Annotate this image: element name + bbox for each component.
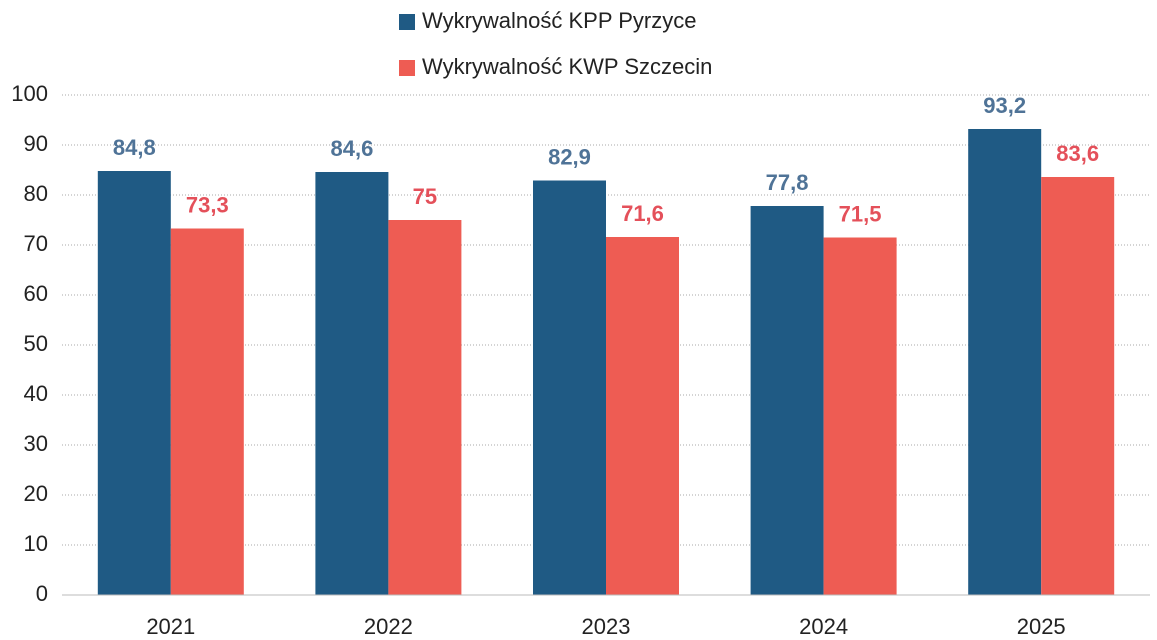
legend-swatch	[399, 60, 415, 76]
bar	[750, 206, 824, 595]
x-tick-label: 2022	[364, 614, 413, 639]
bar	[968, 129, 1042, 595]
y-tick-label: 0	[36, 581, 48, 606]
y-tick-label: 10	[24, 531, 48, 556]
value-label: 73,3	[186, 192, 229, 217]
legend-label: Wykrywalność KWP Szczecin	[422, 54, 712, 79]
bar	[315, 172, 389, 595]
x-tick-label: 2024	[799, 614, 848, 639]
y-tick-label: 60	[24, 281, 48, 306]
bar	[170, 228, 244, 595]
y-tick-label: 30	[24, 431, 48, 456]
y-tick-label: 40	[24, 381, 48, 406]
legend-label: Wykrywalność KPP Pyrzyce	[422, 8, 696, 33]
y-tick-label: 20	[24, 481, 48, 506]
bar	[533, 180, 606, 595]
x-tick-label: 2021	[146, 614, 195, 639]
legend-swatch	[399, 14, 415, 30]
value-label: 82,9	[548, 144, 591, 169]
bar	[97, 171, 171, 595]
bar	[606, 237, 679, 595]
y-tick-label: 80	[24, 181, 48, 206]
value-label: 93,2	[983, 93, 1026, 118]
value-label: 83,6	[1056, 141, 1099, 166]
y-tick-label: 90	[24, 131, 48, 156]
value-label: 71,6	[621, 201, 664, 226]
x-tick-label: 2023	[582, 614, 631, 639]
x-tick-label: 2025	[1017, 614, 1066, 639]
value-label: 84,8	[113, 135, 156, 160]
bar	[1041, 177, 1115, 595]
y-tick-label: 100	[11, 81, 48, 106]
bar	[388, 220, 462, 595]
value-label: 84,6	[330, 136, 373, 161]
value-label: 71,5	[839, 201, 882, 226]
value-label: 75	[413, 184, 437, 209]
y-tick-label: 70	[24, 231, 48, 256]
y-tick-label: 50	[24, 331, 48, 356]
value-label: 77,8	[766, 170, 809, 195]
bar	[823, 237, 897, 595]
